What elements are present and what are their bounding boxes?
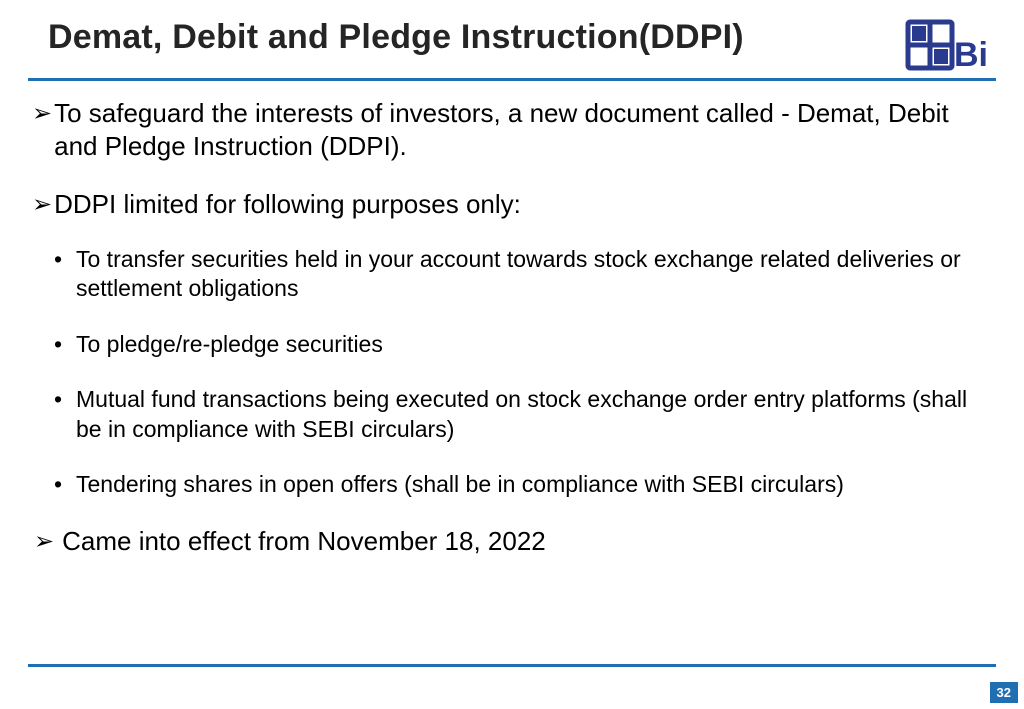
chevron-right-icon: ➢ — [32, 527, 54, 560]
slide: Demat, Debit and Pledge Instruction(DDPI… — [0, 0, 1024, 709]
lead-text: DDPI limited for following purposes only… — [54, 188, 992, 221]
content: ➢ To safeguard the interests of investor… — [28, 81, 996, 559]
chevron-right-icon: ➢ — [32, 99, 52, 166]
divider-bottom — [28, 664, 996, 667]
list-item: Mutual fund transactions being executed … — [54, 385, 992, 444]
list-item: Tendering shares in open offers (shall b… — [54, 470, 992, 499]
list-item: To transfer securities held in your acco… — [54, 245, 992, 304]
closing-text: Came into effect from November 18, 2022 — [62, 525, 546, 558]
list-item: To pledge/re-pledge securities — [54, 330, 992, 359]
bullet-list: To transfer securities held in your acco… — [32, 245, 992, 500]
page-number-badge: 32 — [990, 682, 1018, 703]
lead-text: To safeguard the interests of investors,… — [54, 97, 992, 164]
closing-line: ➢ Came into effect from November 18, 202… — [32, 525, 992, 558]
chevron-right-icon: ➢ — [32, 190, 52, 223]
sebi-logo: Bi — [904, 18, 996, 72]
page-title: Demat, Debit and Pledge Instruction(DDPI… — [28, 18, 744, 57]
sebi-logo-svg: Bi — [904, 18, 996, 72]
svg-text:Bi: Bi — [954, 36, 988, 72]
header: Demat, Debit and Pledge Instruction(DDPI… — [28, 18, 996, 72]
lead-item-2: ➢ DDPI limited for following purposes on… — [32, 188, 992, 221]
lead-item-1: ➢ To safeguard the interests of investor… — [32, 97, 992, 164]
